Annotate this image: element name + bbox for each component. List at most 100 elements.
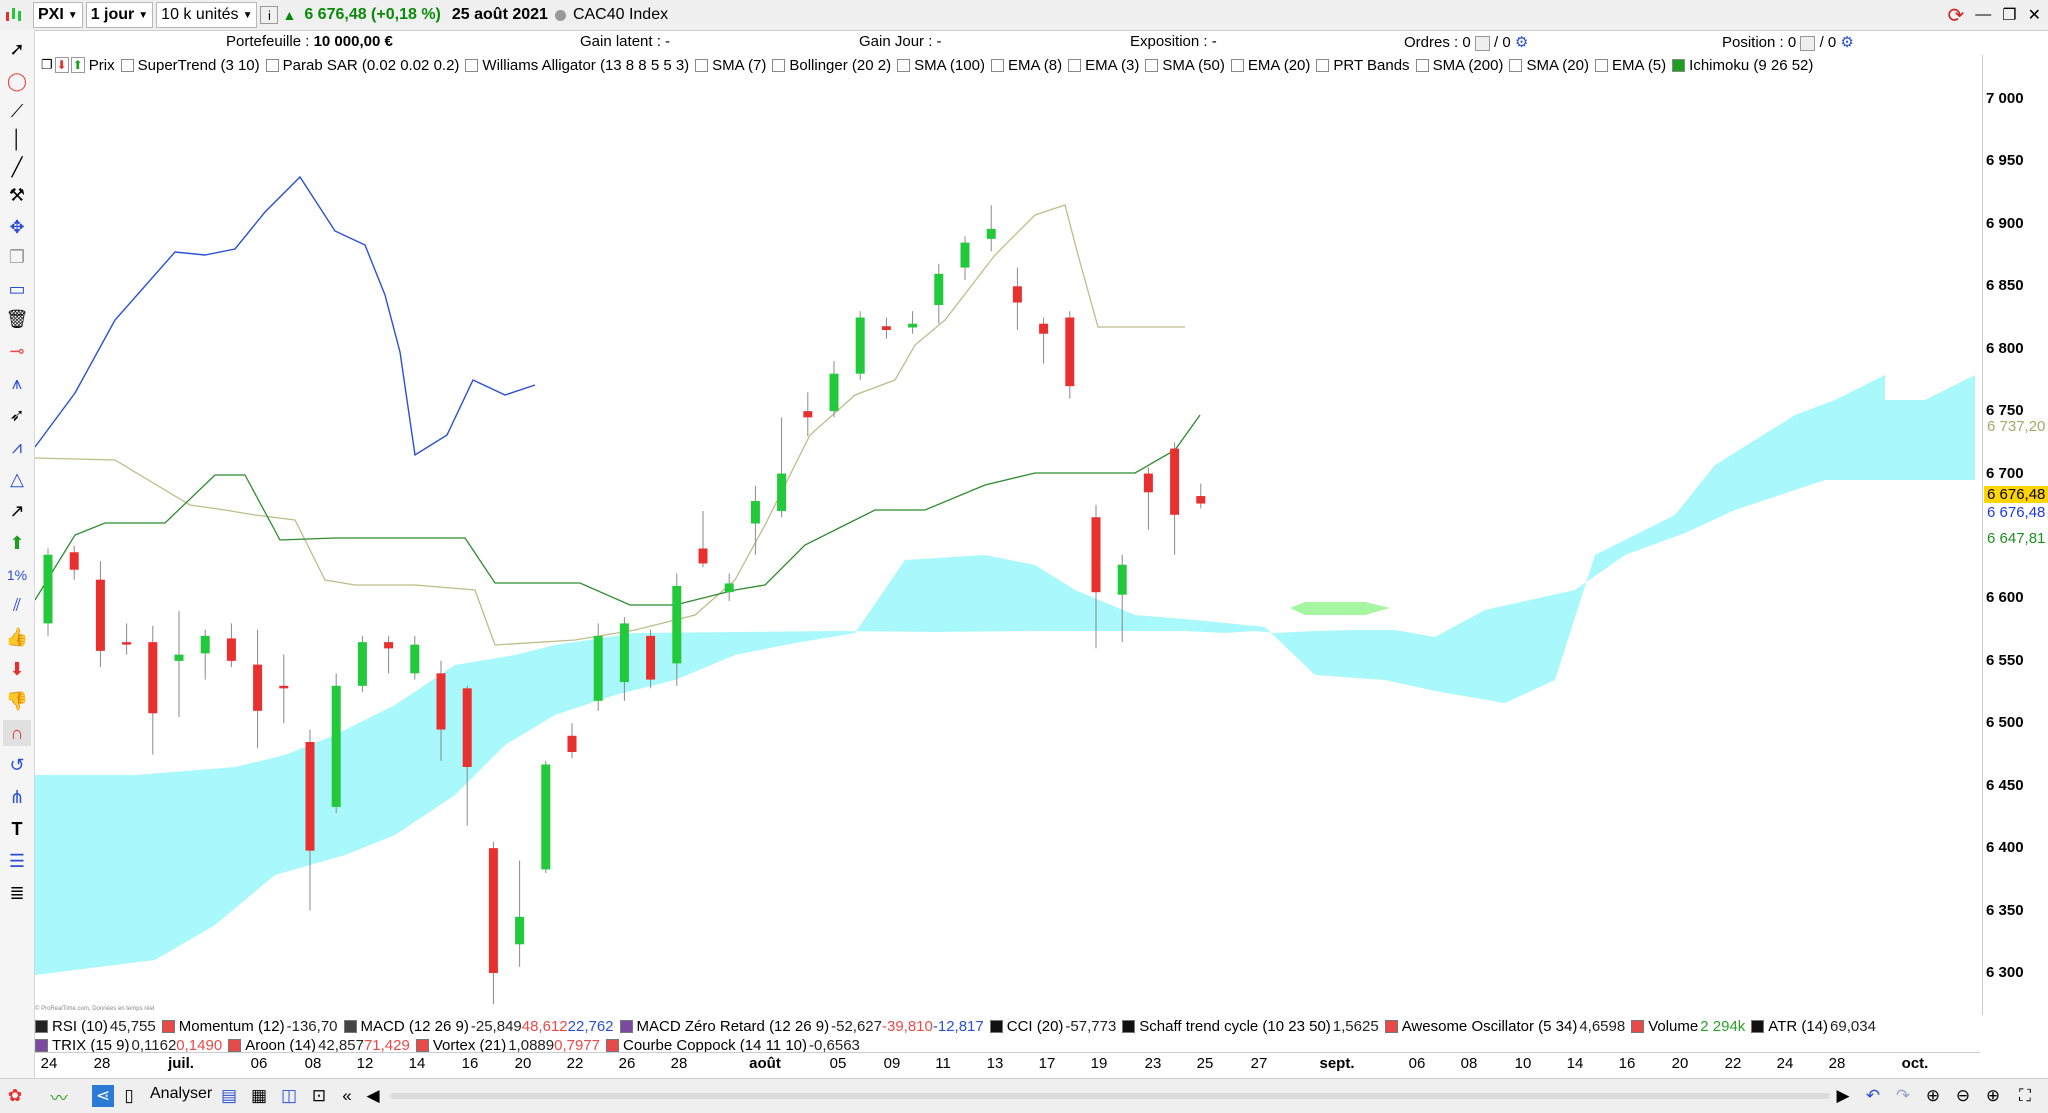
fibonacci-icon[interactable]: ⩚ <box>11 373 23 393</box>
tools-icon[interactable]: ⚒ <box>8 185 26 205</box>
indicator-item[interactable]: TRIX (15 9) 0,1162 0,1490 <box>35 1037 222 1054</box>
zoom-fit-icon[interactable]: ⊕ <box>1925 1086 1941 1105</box>
legend-checkbox[interactable] <box>1068 58 1082 72</box>
legend-item[interactable]: Williams Alligator (13 8 8 5 5 3) <box>461 57 689 74</box>
indicator-item[interactable]: MACD Zéro Retard (12 26 9) -52,627 -39,810… <box>619 1018 984 1035</box>
indicator-icon[interactable]: 〰 <box>50 1088 68 1108</box>
segment-icon[interactable]: ⟋ <box>10 101 24 121</box>
thumbs-down-icon[interactable]: 👎 <box>5 691 29 711</box>
legend-checkbox[interactable] <box>120 58 134 72</box>
text-icon[interactable]: T <box>11 819 23 839</box>
legend-item[interactable]: Prix <box>89 57 115 74</box>
legend-checkbox[interactable] <box>1145 58 1159 72</box>
horizontal-line-icon[interactable]: ⊸ <box>9 341 25 361</box>
color-palette-icon[interactable]: ✿ <box>7 1086 23 1105</box>
legend-item[interactable]: SMA (200) <box>1412 57 1503 74</box>
arrow-tool-icon[interactable]: ↗ <box>9 501 25 521</box>
analyser-button[interactable]: Analyser <box>150 1085 213 1102</box>
legend-checkbox[interactable] <box>990 58 1004 72</box>
indicator-item[interactable]: Courbe Coppock (14 11 10) -0,6563 <box>606 1037 860 1054</box>
indicator-item[interactable]: ATR (14) 69,034 <box>1751 1018 1876 1035</box>
refresh-icon[interactable]: ⟳ <box>1947 4 1965 27</box>
orders-icon[interactable] <box>1474 35 1490 51</box>
legend-item[interactable]: EMA (20) <box>1227 57 1310 74</box>
undo-icon[interactable]: ↶ <box>1865 1086 1881 1105</box>
legend-item[interactable]: Bollinger (20 2) <box>768 57 891 74</box>
list-icon[interactable]: ≣ <box>9 883 25 903</box>
indicator-item[interactable]: MACD (12 26 9) -25,849 48,612 22,762 <box>343 1018 614 1035</box>
buy-arrow-icon[interactable]: ⬆ <box>70 57 85 73</box>
timeframe-select[interactable]: 1 jour ▼ <box>85 2 154 28</box>
trend-line-icon[interactable]: ╱ <box>11 157 23 177</box>
radio-icon[interactable] <box>554 3 566 27</box>
fan-icon[interactable]: ⩘ <box>11 437 23 457</box>
position-icon[interactable] <box>1800 35 1816 51</box>
legend-checkbox[interactable] <box>1316 58 1330 72</box>
legend-checkbox[interactable] <box>772 58 786 72</box>
legend-checkbox[interactable] <box>695 58 709 72</box>
zoom-out-icon[interactable]: ⊖ <box>1955 1086 1971 1105</box>
indicator-item[interactable]: RSI (10) 45,755 <box>35 1018 156 1035</box>
rectangle-icon[interactable]: ▭ <box>8 279 26 299</box>
chart-type-icon[interactable] <box>0 3 30 27</box>
calculator-icon[interactable]: ▦ <box>250 1086 268 1105</box>
share-icon[interactable]: ⋖ <box>92 1085 114 1107</box>
triangle-icon[interactable]: △ <box>10 469 24 489</box>
minimize-icon[interactable]: — <box>1975 6 1992 23</box>
percent-icon[interactable]: 1% <box>6 567 28 583</box>
down-arrow-icon[interactable]: ⬇ <box>9 659 25 679</box>
legend-checkbox[interactable] <box>1230 58 1244 72</box>
legend-checkbox[interactable] <box>1594 58 1608 72</box>
ellipse-icon[interactable]: ◯ <box>6 71 28 91</box>
fullscreen-icon[interactable]: ⛶ <box>2019 1086 2031 1105</box>
instrument-select[interactable]: PXI ▼ <box>33 2 83 28</box>
indicator-item[interactable]: CCI (20) -57,773 <box>989 1018 1116 1035</box>
indicator-item[interactable]: Volume 2 294k <box>1631 1018 1745 1035</box>
panel-icon[interactable]: ▯ <box>124 1086 134 1105</box>
redo-icon[interactable]: ↷ <box>1895 1086 1911 1105</box>
legend-item[interactable]: SMA (7) <box>691 57 766 74</box>
legend-item[interactable]: Parab SAR (0.02 0.02 0.2) <box>262 57 459 74</box>
legend-item[interactable]: EMA (8) <box>987 57 1062 74</box>
export-icon[interactable]: ⊡ <box>311 1086 327 1105</box>
legend-item[interactable]: SMA (50) <box>1141 57 1225 74</box>
screener-icon[interactable]: ◫ <box>280 1086 298 1105</box>
legend-item[interactable]: SuperTrend (3 10) <box>117 57 260 74</box>
magnet-icon[interactable]: ∩ <box>3 720 31 746</box>
units-select[interactable]: 10 k unités ▼ <box>156 2 258 28</box>
legend-item[interactable]: PRT Bands <box>1312 57 1410 74</box>
pitchfork-icon[interactable]: ⋔ <box>9 787 25 807</box>
sell-arrow-icon[interactable]: ⬇ <box>54 57 69 73</box>
legend-checkbox[interactable] <box>1415 58 1429 72</box>
indicator-item[interactable]: Vortex (21) 1,0889 0,7977 <box>415 1037 600 1054</box>
indicator-item[interactable]: Aroon (14) 42,857 71,429 <box>228 1037 410 1054</box>
legend-item[interactable]: Ichimoku (9 26 52) <box>1668 57 1813 74</box>
scroll-left-icon[interactable]: ◀ <box>366 1086 380 1105</box>
close-icon[interactable]: ✕ <box>2027 7 2041 24</box>
legend-checkbox[interactable] <box>265 58 279 72</box>
price-chart[interactable] <box>35 55 1980 1015</box>
settings-icon[interactable]: ⚙ <box>1514 34 1529 51</box>
indicator-item[interactable]: Schaff trend cycle (10 23 50) 1,5625 <box>1122 1018 1379 1035</box>
indicator-item[interactable]: Awesome Oscillator (5 34) 4,6598 <box>1384 1018 1625 1035</box>
zoom-in-icon[interactable]: ⊕ <box>1985 1086 2001 1105</box>
info-icon[interactable]: i <box>260 6 279 24</box>
legend-checkbox[interactable] <box>465 58 479 72</box>
window-icon[interactable]: ❐ <box>41 57 53 72</box>
trash-icon[interactable]: 🗑 <box>5 309 29 329</box>
up-arrow-icon[interactable]: ⬆ <box>9 533 25 553</box>
legend-item[interactable]: SMA (20) <box>1505 57 1589 74</box>
vertical-line-icon[interactable]: │ <box>11 129 23 149</box>
move-icon[interactable]: ✥ <box>9 217 25 237</box>
settings-icon[interactable]: ⚙ <box>1840 34 1854 51</box>
copy-icon[interactable]: ❐ <box>8 247 26 267</box>
thumbs-up-icon[interactable]: 👍 <box>5 627 29 647</box>
legend-item[interactable]: EMA (3) <box>1064 57 1139 74</box>
fib-retracement-icon[interactable]: ☰ <box>8 851 26 871</box>
horizontal-scrollbar[interactable] <box>390 1093 1830 1099</box>
restore-icon[interactable]: ❐ <box>2002 7 2017 24</box>
legend-item[interactable]: EMA (5) <box>1591 57 1666 74</box>
arrow-icon[interactable]: ➶ <box>9 405 25 425</box>
legend-item[interactable]: SMA (100) <box>893 57 985 74</box>
message-icon[interactable]: ▤ <box>220 1086 238 1105</box>
